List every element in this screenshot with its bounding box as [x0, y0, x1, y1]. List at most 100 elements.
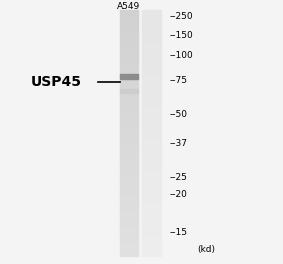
- Bar: [142, 130, 161, 132]
- Bar: [142, 245, 161, 246]
- Bar: [119, 38, 138, 39]
- Bar: [142, 181, 161, 182]
- Bar: [119, 45, 138, 47]
- Bar: [142, 87, 161, 89]
- Bar: [142, 11, 161, 12]
- Bar: [119, 71, 138, 73]
- Bar: [142, 42, 161, 43]
- Bar: [142, 34, 161, 36]
- Bar: [119, 64, 138, 65]
- Bar: [119, 49, 138, 50]
- Bar: [119, 86, 138, 87]
- Bar: [142, 211, 161, 212]
- Bar: [119, 12, 138, 13]
- Bar: [142, 137, 161, 138]
- Bar: [142, 166, 161, 167]
- Bar: [119, 212, 138, 213]
- Bar: [142, 163, 161, 164]
- Bar: [142, 156, 161, 158]
- Bar: [142, 115, 161, 116]
- Bar: [142, 186, 161, 187]
- Bar: [119, 254, 138, 255]
- Bar: [142, 223, 161, 224]
- Bar: [142, 81, 161, 82]
- Bar: [119, 111, 138, 112]
- Bar: [142, 89, 161, 90]
- Bar: [142, 178, 161, 180]
- Bar: [119, 67, 138, 68]
- Bar: [142, 102, 161, 103]
- Bar: [119, 248, 138, 249]
- Bar: [119, 79, 138, 80]
- Bar: [119, 110, 138, 111]
- Bar: [119, 90, 138, 91]
- Bar: [119, 211, 138, 212]
- Bar: [119, 233, 138, 234]
- Bar: [119, 213, 138, 214]
- Bar: [119, 62, 138, 63]
- Bar: [142, 142, 161, 143]
- Bar: [142, 50, 161, 52]
- Bar: [119, 161, 138, 163]
- Bar: [119, 55, 138, 56]
- Bar: [142, 59, 161, 60]
- Bar: [119, 177, 138, 178]
- Bar: [142, 159, 161, 160]
- Bar: [142, 187, 161, 188]
- Bar: [119, 11, 138, 12]
- Bar: [119, 228, 138, 229]
- Bar: [142, 95, 161, 96]
- Bar: [142, 140, 161, 142]
- Bar: [119, 142, 138, 143]
- Bar: [142, 237, 161, 238]
- Bar: [142, 209, 161, 211]
- Bar: [119, 50, 138, 52]
- Bar: [119, 255, 138, 256]
- Bar: [142, 235, 161, 237]
- Bar: [119, 81, 138, 82]
- Text: --37: --37: [170, 139, 188, 148]
- Bar: [119, 186, 138, 187]
- Bar: [142, 74, 161, 75]
- Bar: [119, 144, 138, 145]
- Bar: [119, 63, 138, 64]
- Bar: [119, 230, 138, 232]
- Bar: [119, 89, 138, 93]
- Bar: [119, 208, 138, 209]
- Bar: [119, 30, 138, 31]
- Bar: [119, 240, 138, 241]
- Bar: [142, 148, 161, 149]
- Bar: [142, 36, 161, 37]
- Bar: [119, 172, 138, 174]
- Bar: [119, 222, 138, 223]
- Bar: [142, 117, 161, 118]
- Bar: [142, 96, 161, 97]
- Bar: [119, 87, 138, 89]
- Bar: [142, 43, 161, 44]
- Bar: [119, 41, 138, 42]
- Bar: [142, 100, 161, 101]
- Bar: [119, 176, 138, 177]
- Bar: [142, 101, 161, 102]
- Bar: [142, 213, 161, 214]
- Bar: [142, 17, 161, 18]
- Bar: [142, 71, 161, 73]
- Bar: [119, 119, 138, 121]
- Bar: [142, 41, 161, 42]
- Bar: [119, 97, 138, 98]
- Bar: [119, 68, 138, 69]
- Bar: [142, 225, 161, 227]
- Text: --15: --15: [170, 228, 188, 237]
- Bar: [142, 91, 161, 92]
- Bar: [142, 158, 161, 159]
- Bar: [119, 25, 138, 26]
- Bar: [142, 154, 161, 155]
- Bar: [142, 250, 161, 251]
- Bar: [142, 49, 161, 50]
- Bar: [119, 54, 138, 55]
- Bar: [142, 219, 161, 220]
- Bar: [142, 183, 161, 185]
- Bar: [142, 254, 161, 255]
- Bar: [119, 123, 138, 124]
- Bar: [142, 208, 161, 209]
